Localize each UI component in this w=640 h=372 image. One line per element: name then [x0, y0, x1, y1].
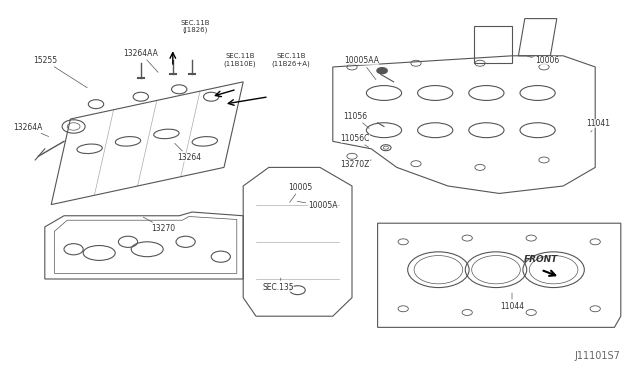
Text: SEC.11B
(11B26+A): SEC.11B (11B26+A)	[272, 54, 310, 67]
Text: FRONT: FRONT	[524, 255, 558, 264]
Text: SEC.11B
(11B10E): SEC.11B (11B10E)	[224, 54, 256, 67]
Text: 10005A: 10005A	[297, 201, 338, 210]
Text: 11041: 11041	[586, 119, 611, 132]
Text: SEC.11B
(J1826): SEC.11B (J1826)	[180, 20, 210, 33]
Text: 11044: 11044	[500, 293, 524, 311]
Text: 13264: 13264	[175, 143, 201, 162]
Text: 11056: 11056	[343, 112, 369, 128]
Text: 13270Z: 13270Z	[340, 160, 371, 169]
Text: 13264A: 13264A	[13, 123, 49, 137]
Text: 10005: 10005	[289, 183, 313, 202]
Text: SEC.135: SEC.135	[262, 278, 294, 292]
Text: 13264AA: 13264AA	[124, 49, 158, 72]
Text: J11101S7: J11101S7	[575, 351, 621, 361]
Text: 11056C: 11056C	[340, 134, 370, 147]
Text: 10006: 10006	[527, 56, 559, 65]
Circle shape	[377, 68, 387, 74]
Text: 10005AA: 10005AA	[344, 56, 379, 80]
Text: 13270: 13270	[143, 217, 175, 232]
Text: 15255: 15255	[33, 56, 87, 88]
